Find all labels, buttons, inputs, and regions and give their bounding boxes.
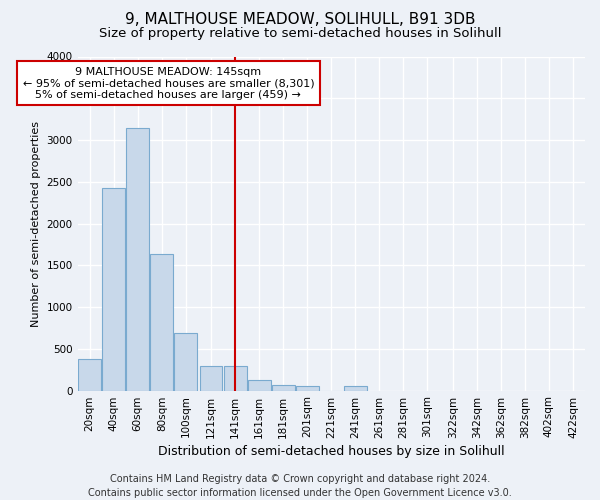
Bar bbox=[78, 360, 101, 390]
Bar bbox=[175, 333, 197, 390]
Text: Contains HM Land Registry data © Crown copyright and database right 2024.
Contai: Contains HM Land Registry data © Crown c… bbox=[88, 474, 512, 498]
Bar bbox=[296, 386, 319, 390]
Bar bbox=[102, 188, 125, 390]
Bar bbox=[224, 366, 247, 390]
Y-axis label: Number of semi-detached properties: Number of semi-detached properties bbox=[31, 120, 41, 326]
Bar bbox=[272, 384, 295, 390]
Bar bbox=[151, 254, 173, 390]
Bar bbox=[344, 386, 367, 390]
X-axis label: Distribution of semi-detached houses by size in Solihull: Distribution of semi-detached houses by … bbox=[158, 444, 505, 458]
Bar bbox=[200, 366, 223, 390]
Text: 9, MALTHOUSE MEADOW, SOLIHULL, B91 3DB: 9, MALTHOUSE MEADOW, SOLIHULL, B91 3DB bbox=[125, 12, 475, 28]
Bar bbox=[127, 128, 149, 390]
Text: 9 MALTHOUSE MEADOW: 145sqm
← 95% of semi-detached houses are smaller (8,301)
5% : 9 MALTHOUSE MEADOW: 145sqm ← 95% of semi… bbox=[23, 66, 314, 100]
Text: Size of property relative to semi-detached houses in Solihull: Size of property relative to semi-detach… bbox=[99, 28, 501, 40]
Bar bbox=[248, 380, 271, 390]
